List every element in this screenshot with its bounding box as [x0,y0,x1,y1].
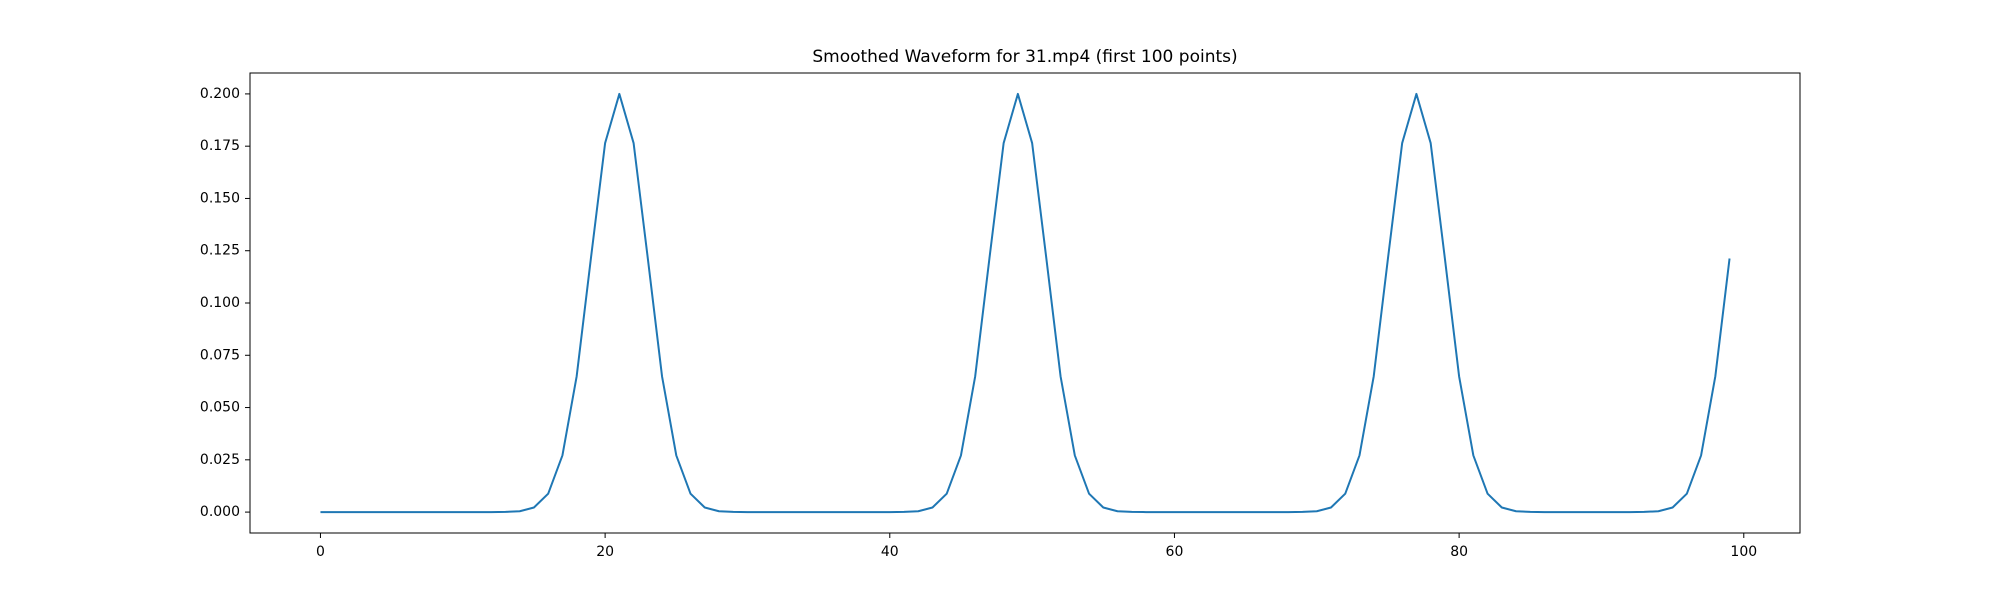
y-tick-label: 0.100 [200,295,240,311]
y-tick-label: 0.050 [200,400,240,416]
y-tick-label: 0.125 [200,243,240,259]
y-tick-label: 0.175 [200,138,240,154]
x-tick-label: 100 [1730,544,1757,560]
x-tick-label: 20 [596,544,614,560]
x-tick-label: 0 [316,544,325,560]
x-tick-label: 80 [1450,544,1468,560]
y-tick-label: 0.150 [200,190,240,206]
y-tick-label: 0.025 [200,452,240,468]
y-tick-label: 0.075 [200,347,240,363]
waveform-line [320,92,1731,514]
x-tick-label: 60 [1166,544,1184,560]
x-tick-label: 40 [881,544,899,560]
plot-frame [249,72,1801,534]
y-tick-label: 0.200 [200,86,240,102]
y-tick-label: 0.000 [200,504,240,520]
chart-title: Smoothed Waveform for 31.mp4 (first 100 … [812,47,1237,67]
